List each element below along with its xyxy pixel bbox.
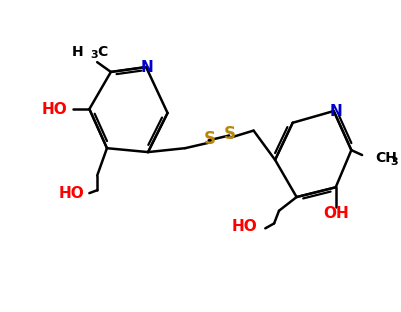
- Text: 3: 3: [90, 50, 98, 60]
- Text: OH: OH: [323, 206, 348, 221]
- Text: HO: HO: [232, 219, 257, 234]
- Text: C: C: [97, 45, 107, 59]
- Text: H: H: [72, 45, 83, 59]
- Text: HO: HO: [42, 102, 68, 117]
- Text: 3: 3: [391, 157, 398, 167]
- Text: CH: CH: [375, 151, 397, 165]
- Text: S: S: [204, 130, 216, 149]
- Text: S: S: [224, 125, 236, 144]
- Text: N: N: [141, 60, 154, 75]
- Text: HO: HO: [59, 186, 85, 201]
- Text: N: N: [329, 104, 342, 119]
